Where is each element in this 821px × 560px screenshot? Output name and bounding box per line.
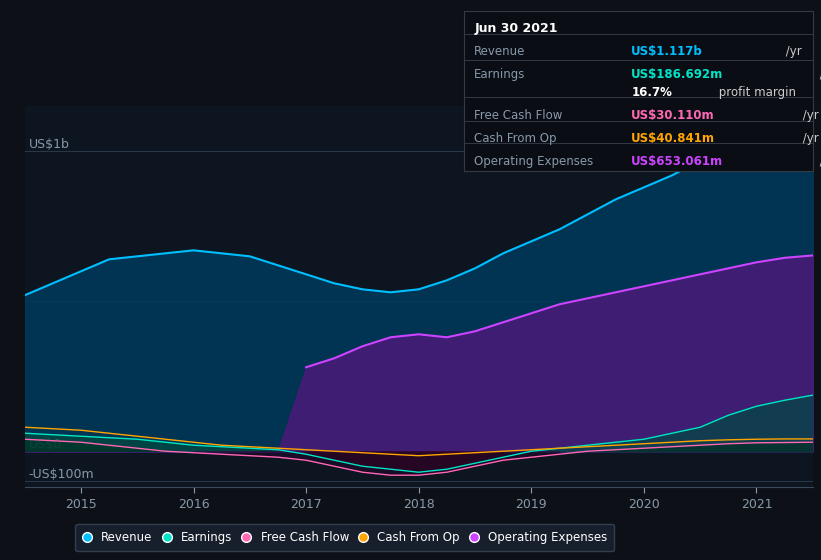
Text: Earnings: Earnings [475,68,525,81]
Text: profit margin: profit margin [715,86,796,99]
Text: /yr: /yr [799,133,819,146]
Text: Free Cash Flow: Free Cash Flow [475,109,562,122]
Text: 16.7%: 16.7% [631,86,672,99]
Text: US$30.110m: US$30.110m [631,109,715,122]
Text: Jun 30 2021: Jun 30 2021 [475,22,557,35]
Text: US$653.061m: US$653.061m [631,155,723,168]
Text: US$1b: US$1b [29,138,70,151]
Text: Cash From Op: Cash From Op [475,133,557,146]
Text: US$0: US$0 [29,438,62,451]
Text: US$186.692m: US$186.692m [631,68,723,81]
Text: /yr: /yr [799,109,819,122]
Text: US$40.841m: US$40.841m [631,133,715,146]
Legend: Revenue, Earnings, Free Cash Flow, Cash From Op, Operating Expenses: Revenue, Earnings, Free Cash Flow, Cash … [76,524,614,551]
Text: US$1.117b: US$1.117b [631,45,703,58]
Text: /yr: /yr [782,45,802,58]
Text: -US$100m: -US$100m [29,468,94,481]
Text: /yr: /yr [815,155,821,168]
Text: Revenue: Revenue [475,45,525,58]
Text: Operating Expenses: Operating Expenses [475,155,594,168]
Text: /yr: /yr [815,68,821,81]
